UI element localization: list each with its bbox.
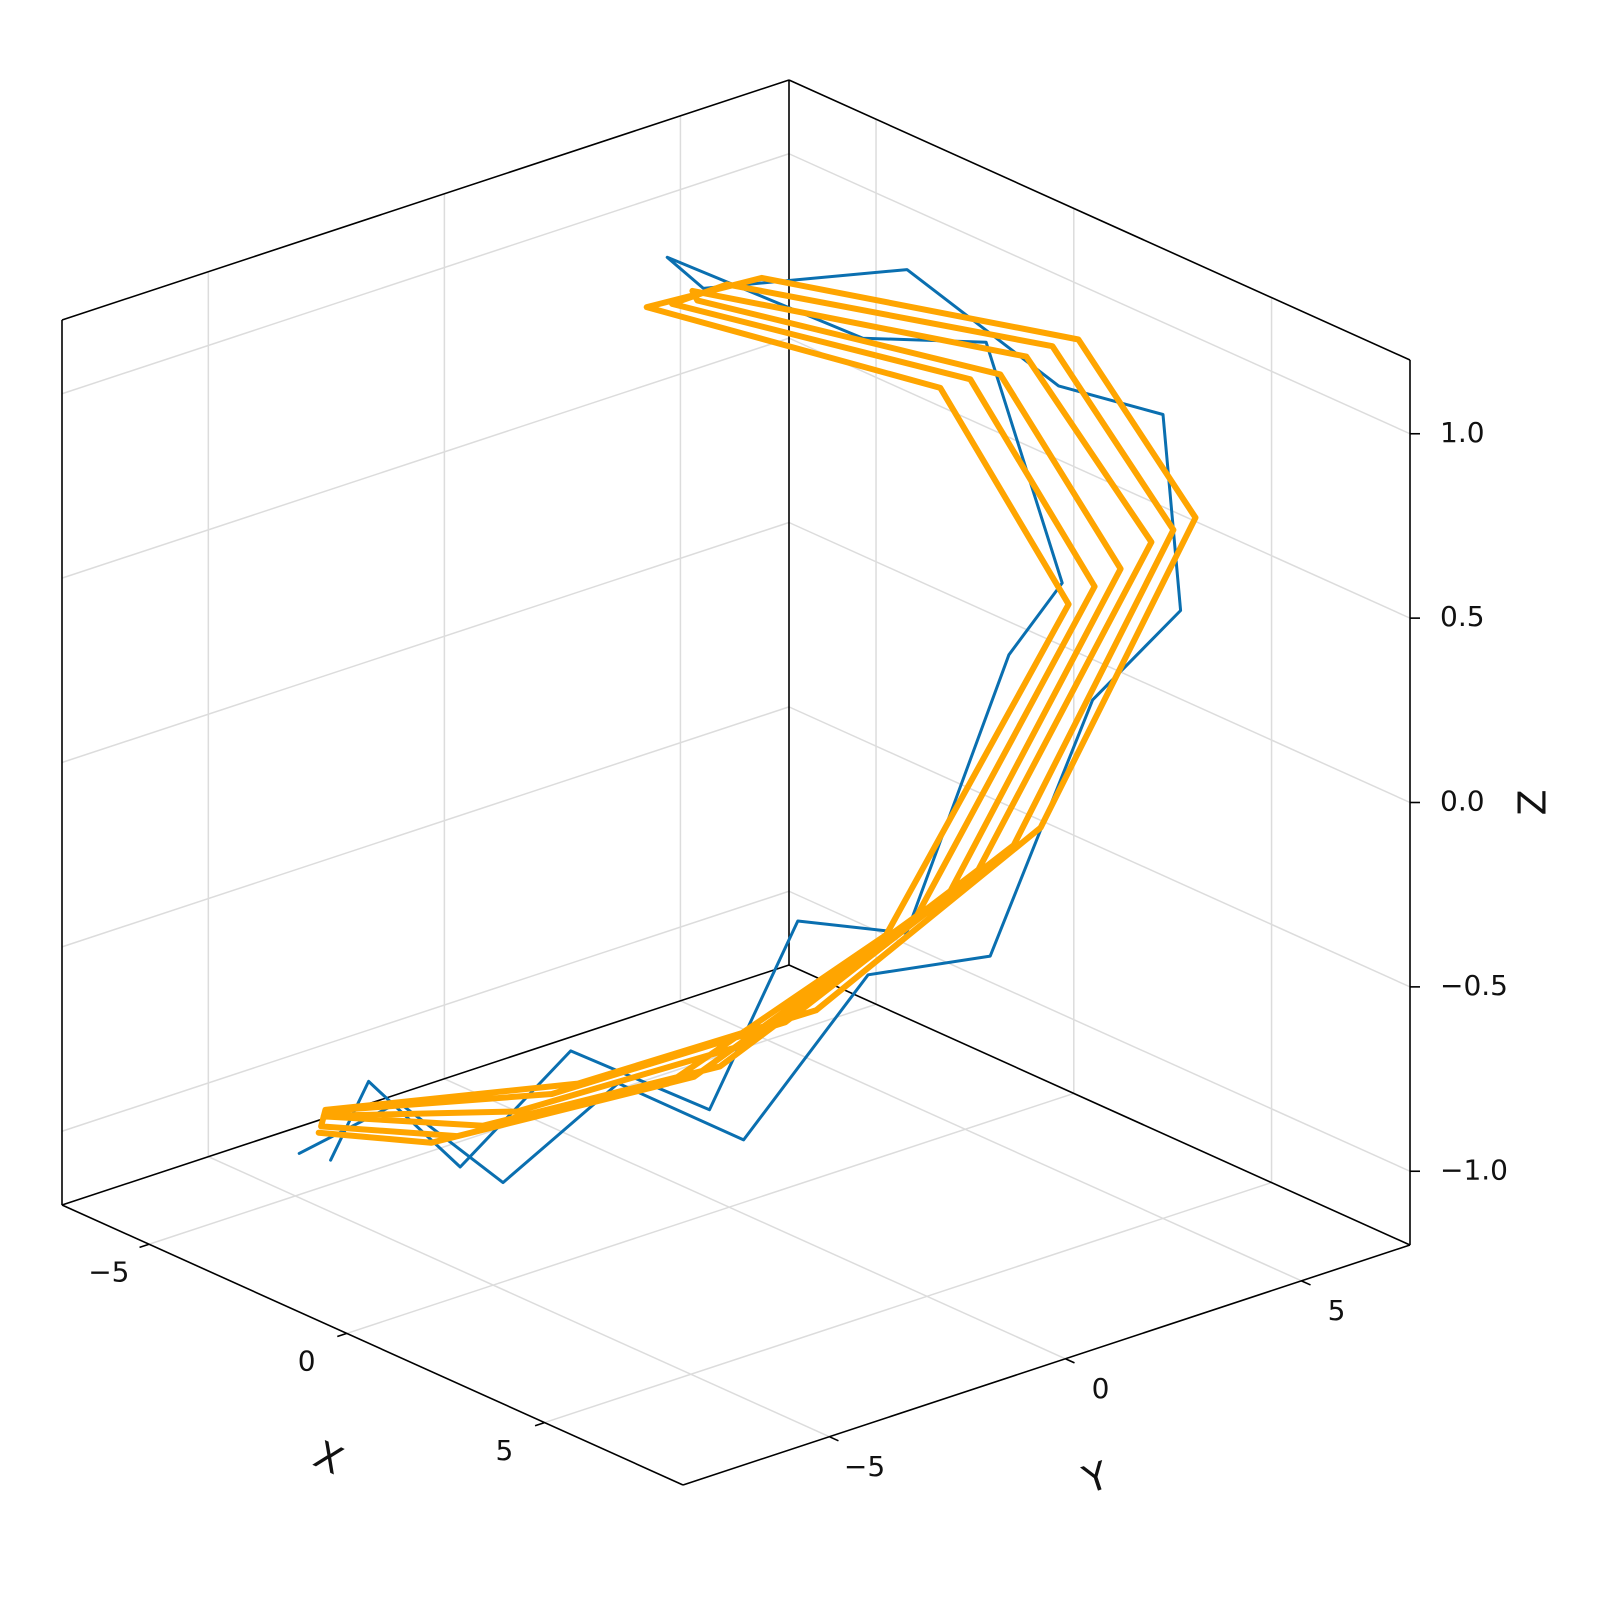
grid-line	[544, 1181, 1272, 1424]
grid-line	[788, 153, 1411, 435]
grid-line	[788, 337, 1411, 619]
grid-line	[61, 153, 790, 395]
tick-label: 1.0	[1440, 416, 1485, 449]
tick-mark	[1301, 1280, 1311, 1286]
tick-label: 5	[495, 1434, 513, 1467]
grid-line	[61, 890, 790, 1132]
data-line	[315, 274, 1199, 1146]
data-line	[297, 255, 1183, 1185]
axis-line	[61, 1204, 684, 1486]
tick-mark	[1065, 1358, 1075, 1364]
grid-line	[346, 1092, 1075, 1335]
tick-mark	[534, 1421, 545, 1427]
grid-line	[788, 706, 1411, 988]
axis-frame	[788, 964, 1411, 1246]
tick-label: 5	[1328, 1294, 1346, 1327]
tick-label: −0.5	[1440, 969, 1508, 1002]
tick-label: 0.5	[1440, 600, 1485, 633]
grid-line	[61, 337, 790, 579]
grid-line	[61, 706, 790, 948]
axis-title: Z	[1511, 789, 1555, 815]
grid-line	[61, 521, 790, 764]
axis-frame	[61, 79, 790, 321]
grid-line	[680, 1000, 1302, 1282]
tick-label: −5	[88, 1256, 129, 1289]
grid-line	[788, 521, 1411, 804]
tick-label: 0.0	[1440, 785, 1485, 818]
tick-mark	[337, 1332, 348, 1338]
axis-line	[682, 1244, 1411, 1486]
axis-frame	[788, 79, 1411, 361]
tick-mark	[139, 1243, 150, 1249]
tick-label: −5	[844, 1450, 885, 1483]
grid	[61, 115, 1411, 1438]
grid-line	[208, 1156, 830, 1438]
plot-area	[297, 255, 1199, 1185]
tick-mark	[829, 1435, 839, 1442]
grid-line	[444, 1078, 1066, 1360]
tick-label: −1.0	[1440, 1153, 1508, 1186]
tick-label: 0	[298, 1345, 316, 1378]
tick-label: 0	[1092, 1372, 1110, 1405]
axis-frame	[61, 964, 790, 1206]
